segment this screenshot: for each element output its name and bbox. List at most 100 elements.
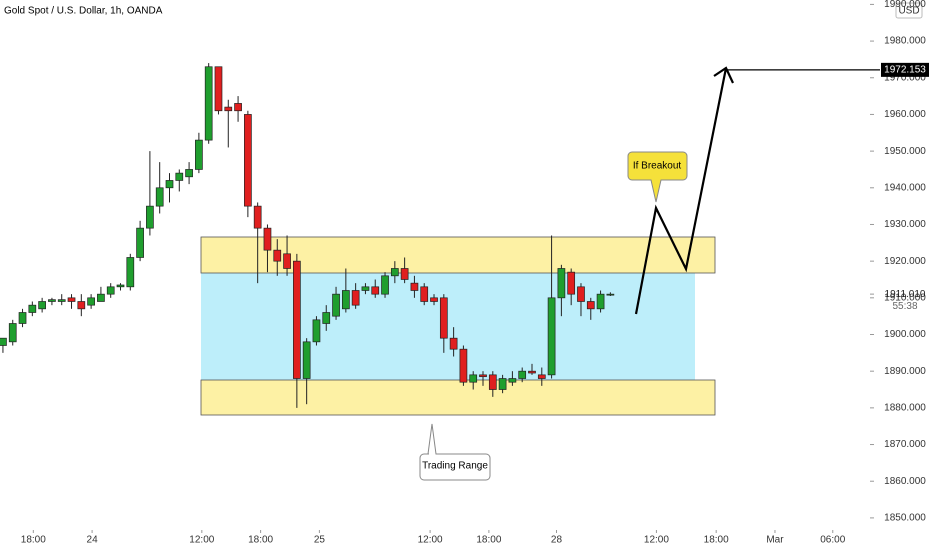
candle-body [459, 348, 468, 383]
candle-body [165, 180, 174, 189]
target-tag [881, 62, 929, 77]
y-tick-label: 1880.000 [884, 403, 926, 414]
candle-body [449, 337, 458, 350]
support-zone [200, 379, 716, 416]
x-tick-label: 06:00 [820, 535, 845, 546]
candle-body [185, 169, 193, 178]
candle-body [224, 106, 233, 112]
y-tick-label: 1910.000 [884, 292, 926, 303]
y-tick-label: 1960.000 [884, 109, 926, 120]
candle-body [244, 114, 252, 207]
candle-body [253, 205, 262, 229]
range-zone [201, 273, 695, 380]
range-callout [419, 423, 491, 481]
candle-body [155, 187, 164, 207]
candle-body [400, 268, 409, 280]
x-tick-label: 18:00 [476, 535, 501, 546]
candle-body [234, 103, 242, 112]
candle-body [371, 286, 380, 295]
y-tick-label: 1860.000 [884, 476, 926, 487]
chart-title: Gold Spot / U.S. Dollar, 1h, OANDA [4, 6, 163, 17]
x-tick-label: 18:00 [21, 535, 46, 546]
x-tick-label: 18:00 [248, 535, 273, 546]
candle-body [146, 205, 154, 229]
candle-body [293, 260, 301, 379]
candle-body [273, 249, 282, 262]
y-tick-label: 1870.000 [884, 439, 926, 450]
y-tick-label: 1980.000 [884, 36, 926, 47]
currency-box [895, 2, 923, 19]
candle-body [312, 319, 321, 343]
candle-body [596, 293, 605, 310]
x-tick-label: 12:00 [189, 535, 214, 546]
x-tick-label: 25 [314, 535, 326, 546]
arrow-head [713, 66, 734, 84]
candle-body [302, 341, 311, 379]
candle-body [557, 268, 566, 299]
x-tick-label: 12:00 [418, 535, 443, 546]
candle-body [195, 139, 203, 170]
candle-body [410, 282, 419, 291]
y-tick-label: 1990.000 [884, 0, 926, 10]
x-tick-label: 18:00 [704, 535, 729, 546]
candle-body [488, 374, 497, 390]
candle-body [537, 374, 546, 379]
y-tick-label: 1940.000 [884, 182, 926, 193]
candle-body [322, 312, 331, 324]
y-tick-label: 1920.000 [884, 256, 926, 267]
candle-body [518, 370, 527, 379]
candle-body [332, 293, 340, 317]
candle-body [204, 66, 213, 141]
candle-body [106, 286, 115, 295]
candle-body [479, 374, 487, 378]
candle-body [430, 297, 438, 302]
candle-body [351, 290, 360, 306]
candle-body [469, 374, 478, 383]
last-price-label: 1911.010 [885, 289, 926, 300]
candle-body [48, 299, 56, 302]
candle-body [38, 301, 46, 310]
candle-body [498, 378, 507, 390]
y-tick-label: 1890.000 [884, 366, 926, 377]
y-tick-label: 1900.000 [884, 329, 926, 340]
breakout-callout [627, 151, 688, 203]
candle-body [136, 227, 144, 258]
candle-body [439, 297, 448, 339]
candle-body [361, 286, 370, 291]
candle-body [508, 378, 517, 383]
y-tick-label: 1850.000 [884, 513, 926, 524]
candle-body [341, 290, 350, 310]
candle-body [77, 301, 86, 310]
candle-body [381, 275, 389, 295]
y-tick-label: 1950.000 [884, 146, 926, 157]
x-tick-label: 12:00 [644, 535, 669, 546]
candle-body [528, 370, 536, 374]
candle-body [577, 286, 585, 302]
currency: USD [898, 6, 919, 17]
candle-body [87, 297, 95, 306]
x-tick-label: 28 [551, 535, 563, 546]
candle-body [175, 172, 184, 181]
candle-body [606, 293, 615, 296]
x-tick-label: 24 [87, 535, 99, 546]
candle-body [18, 312, 27, 324]
projection-path [634, 67, 728, 315]
annotation: If Breakout [633, 161, 682, 172]
candle-body [57, 299, 66, 302]
candle-body [28, 304, 37, 313]
y-tick-label: 1970.000 [884, 72, 926, 83]
candle-body [126, 257, 135, 288]
countdown: 55:38 [892, 301, 917, 312]
candle-body [0, 337, 7, 346]
candle-body [420, 286, 429, 302]
y-tick-label: 1930.000 [884, 219, 926, 230]
x-tick-label: Mar [766, 535, 784, 546]
candle-body [263, 227, 272, 251]
target-label: 1972.153 [884, 65, 926, 76]
candle-body [586, 301, 595, 310]
candle-body [8, 323, 17, 343]
annotation: Trading Range [422, 461, 488, 472]
candle-body [214, 66, 223, 112]
candle-body [547, 297, 556, 376]
